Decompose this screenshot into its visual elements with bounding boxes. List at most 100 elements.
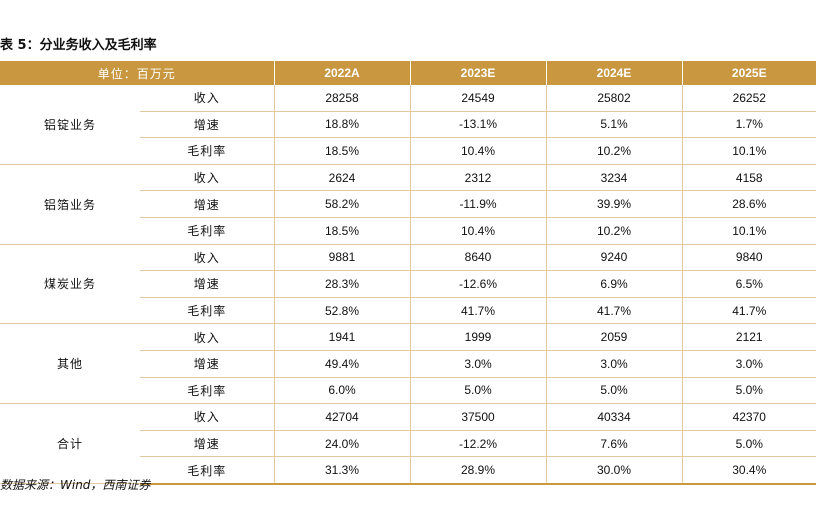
value-cell: 42704 [273, 403, 411, 431]
table-row: 毛利率 52.8% 41.7% 41.7% 41.7% [0, 297, 816, 325]
table-row: 铝锭业务 收入 28258 24549 25802 26252 [0, 85, 816, 165]
value-cell: 42370 [681, 403, 816, 431]
value-cell: 5.0% [545, 377, 683, 405]
value-cell: 2059 [545, 323, 683, 351]
value-cell: 2312 [409, 164, 547, 192]
segment-name: 其他 [0, 323, 140, 405]
value-cell: 9240 [545, 244, 683, 272]
value-cell: 39.9% [545, 190, 683, 218]
value-cell: 10.2% [545, 137, 683, 165]
value-cell: 28.3% [273, 270, 411, 298]
year-header: 2022A [273, 61, 411, 85]
value-cell: 52.8% [273, 297, 411, 325]
value-cell: 58.2% [273, 190, 411, 218]
value-cell: 5.1% [545, 111, 683, 139]
source-note: 数据来源：Wind，西南证券 [0, 478, 151, 492]
metric-label: 毛利率 [140, 456, 275, 485]
value-cell: 3.0% [545, 350, 683, 378]
value-cell: 10.1% [681, 217, 816, 245]
value-cell: -12.2% [409, 430, 547, 458]
metric-label: 毛利率 [140, 137, 275, 165]
segment-name: 铝箔业务 [0, 164, 140, 245]
metric-label: 毛利率 [140, 377, 275, 405]
value-cell: 6.9% [545, 270, 683, 298]
unit-label: 单位：百万元 [0, 61, 275, 85]
value-cell: 28.9% [409, 456, 547, 485]
value-cell: 1941 [273, 323, 411, 351]
value-cell: 3.0% [681, 350, 816, 378]
value-cell: 24.0% [273, 430, 411, 458]
segment-name: 合计 [0, 403, 140, 485]
value-cell: 37500 [409, 403, 547, 431]
value-cell: 28258 [273, 85, 411, 112]
table-header-row: 单位：百万元 2022A 2023E 2024E 2025E [0, 61, 816, 85]
table-body: 铝锭业务 收入 28258 24549 25802 26252 增速 18.8% -13.1% 5… [0, 85, 816, 485]
value-cell: 30.4% [681, 456, 816, 485]
value-cell: 8640 [409, 244, 547, 272]
year-header: 2025E [681, 61, 816, 85]
value-cell: 10.4% [409, 137, 547, 165]
value-cell: 6.0% [273, 377, 411, 405]
table-row: 增速 49.4% 3.0% 3.0% 3.0% [0, 350, 816, 378]
value-cell: 10.4% [409, 217, 547, 245]
metric-label: 收入 [140, 403, 275, 431]
table-title: 表 5：分业务收入及毛利率 [0, 38, 157, 53]
value-cell: 49.4% [273, 350, 411, 378]
metric-label: 毛利率 [140, 217, 275, 245]
metric-label: 增速 [140, 190, 275, 218]
value-cell: 31.3% [273, 456, 411, 485]
metric-label: 收入 [140, 323, 275, 351]
year-header: 2024E [545, 61, 683, 85]
value-cell: 41.7% [545, 297, 683, 325]
revenue-margin-table: 单位：百万元 2022A 2023E 2024E 2025E 铝锭业务 收入 282… [0, 61, 816, 485]
value-cell: 24549 [409, 85, 547, 112]
value-cell: 41.7% [681, 297, 816, 325]
segment-name: 煤炭业务 [0, 244, 140, 325]
value-cell: 7.6% [545, 430, 683, 458]
value-cell: 2624 [273, 164, 411, 192]
table-row: 毛利率 18.5% 10.4% 10.2% 10.1% [0, 137, 816, 165]
table-row: 其他 收入 1941 1999 2059 2121 [0, 323, 816, 405]
value-cell: 1.7% [681, 111, 816, 139]
segment-name: 铝锭业务 [0, 85, 140, 165]
value-cell: 18.5% [273, 217, 411, 245]
value-cell: 18.5% [273, 137, 411, 165]
value-cell: 9881 [273, 244, 411, 272]
value-cell: 5.0% [409, 377, 547, 405]
value-cell: 10.1% [681, 137, 816, 165]
value-cell: 30.0% [545, 456, 683, 485]
table-row: 增速 18.8% -13.1% 5.1% 1.7% [0, 111, 816, 139]
table-row: 合计 收入 42704 37500 40334 42370 [0, 403, 816, 485]
value-cell: 9840 [681, 244, 816, 272]
metric-label: 毛利率 [140, 297, 275, 325]
value-cell: 18.8% [273, 111, 411, 139]
value-cell: 1999 [409, 323, 547, 351]
value-cell: 28.6% [681, 190, 816, 218]
metric-label: 收入 [140, 244, 275, 272]
value-cell: -12.6% [409, 270, 547, 298]
value-cell: 2121 [681, 323, 816, 351]
value-cell: 3.0% [409, 350, 547, 378]
value-cell: -11.9% [409, 190, 547, 218]
table-row: 铝箔业务 收入 2624 2312 3234 4158 [0, 164, 816, 245]
metric-label: 增速 [140, 111, 275, 139]
year-header: 2023E [409, 61, 547, 85]
value-cell: 4158 [681, 164, 816, 192]
table-row: 毛利率 18.5% 10.4% 10.2% 10.1% [0, 217, 816, 245]
table-row: 煤炭业务 收入 9881 8640 9240 9840 [0, 244, 816, 325]
metric-label: 收入 [140, 164, 275, 192]
value-cell: 6.5% [681, 270, 816, 298]
value-cell: 40334 [545, 403, 683, 431]
table-row: 毛利率 6.0% 5.0% 5.0% 5.0% [0, 377, 816, 405]
value-cell: 26252 [681, 85, 816, 112]
value-cell: -13.1% [409, 111, 547, 139]
table-row: 增速 24.0% -12.2% 7.6% 5.0% [0, 430, 816, 458]
metric-label: 增速 [140, 430, 275, 458]
metric-label: 增速 [140, 350, 275, 378]
value-cell: 5.0% [681, 430, 816, 458]
metric-label: 增速 [140, 270, 275, 298]
metric-label: 收入 [140, 85, 275, 112]
value-cell: 5.0% [681, 377, 816, 405]
value-cell: 25802 [545, 85, 683, 112]
value-cell: 3234 [545, 164, 683, 192]
